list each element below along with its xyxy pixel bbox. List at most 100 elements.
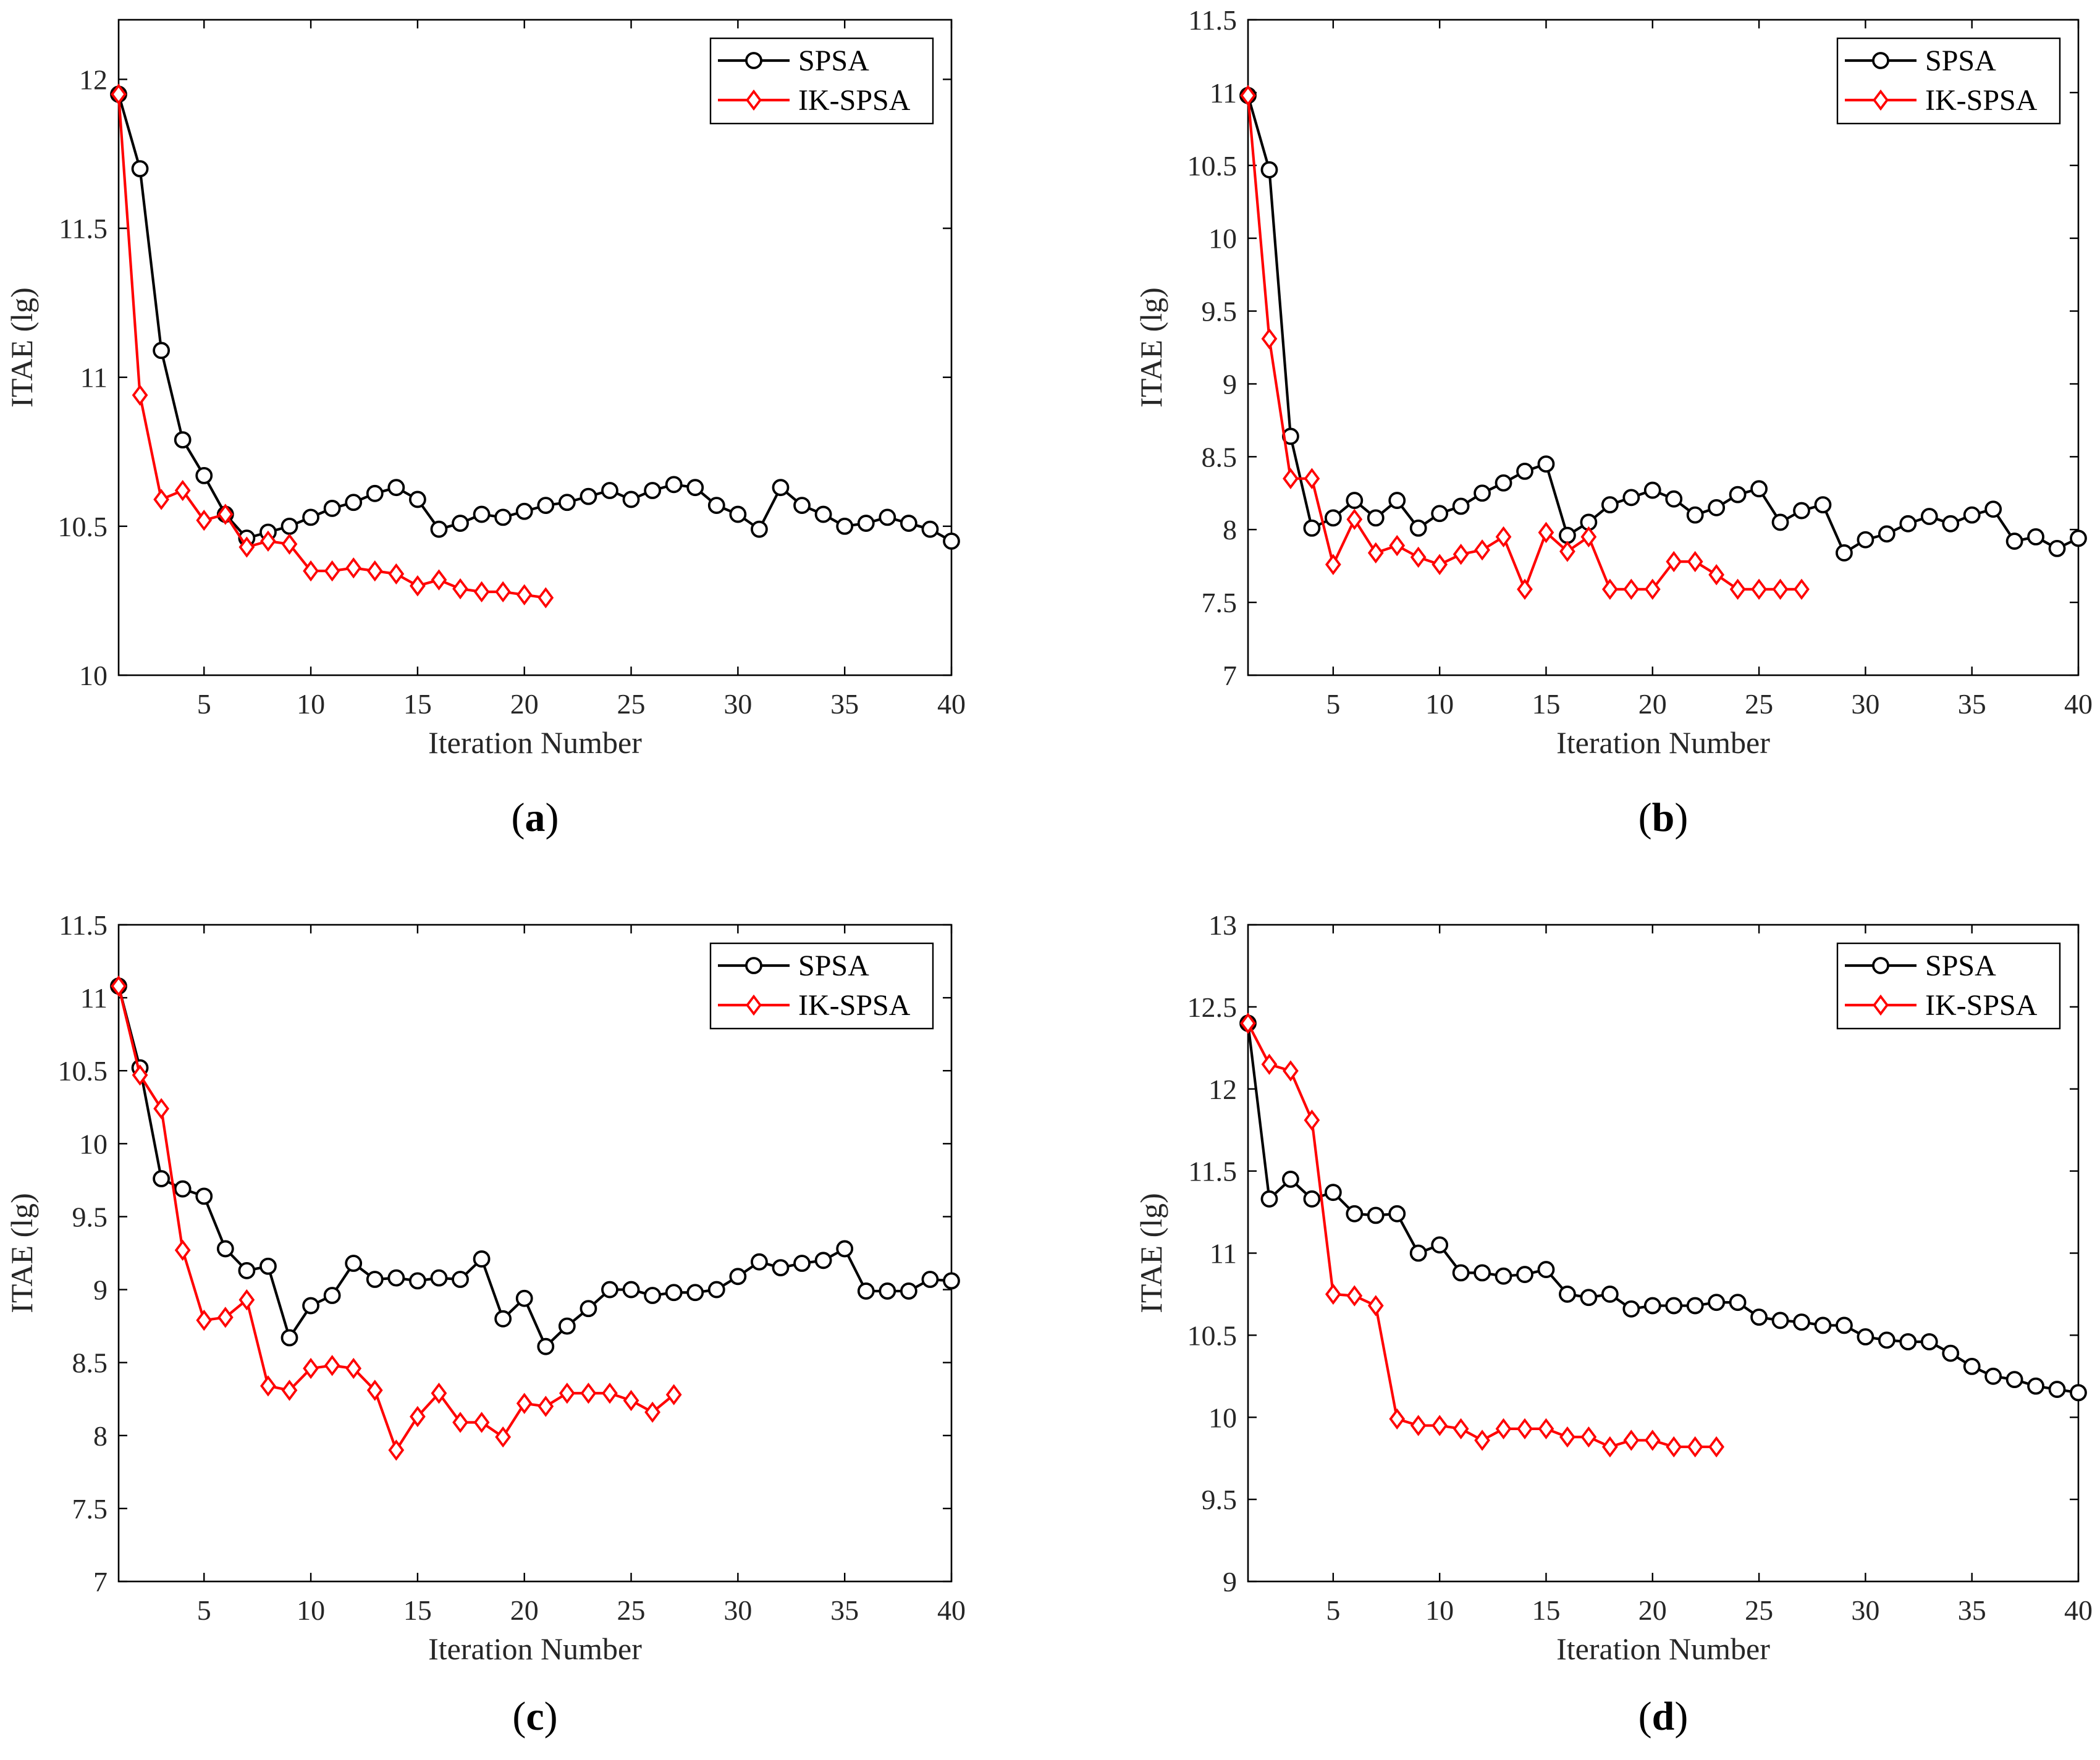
data-point-ik-spsa [431, 1383, 447, 1404]
data-point-spsa [729, 1268, 747, 1286]
data-point-ik-spsa [388, 1439, 405, 1461]
x-tick-label: 15 [403, 1594, 432, 1626]
y-tick-label: 11 [1210, 1238, 1237, 1269]
data-point-spsa [494, 508, 512, 526]
data-point-spsa [879, 508, 896, 526]
data-point-spsa [1346, 492, 1364, 509]
data-point-ik-spsa [1687, 550, 1703, 573]
legend-swatch-marker [746, 89, 762, 111]
data-point-spsa [1452, 1264, 1470, 1282]
data-point-spsa [707, 1281, 725, 1299]
legend: SPSA IK-SPSA [709, 942, 934, 1030]
data-point-spsa [366, 1271, 384, 1288]
data-point-spsa [943, 1272, 960, 1290]
data-point-spsa [1367, 509, 1385, 527]
data-point-spsa [2070, 1384, 2087, 1402]
data-point-spsa [1409, 1244, 1427, 1262]
data-point-ik-spsa [538, 587, 554, 608]
data-point-spsa [729, 505, 747, 523]
data-point-ik-spsa [1389, 1408, 1406, 1430]
data-point-spsa [302, 508, 319, 526]
data-point-ik-spsa [1538, 1418, 1554, 1440]
data-point-spsa [1984, 500, 2002, 518]
data-point-ik-spsa [495, 581, 512, 603]
data-point-spsa [1474, 1264, 1491, 1282]
data-point-spsa [1388, 1205, 1406, 1223]
data-point-ik-spsa [196, 1309, 213, 1331]
data-point-ik-spsa [1432, 1415, 1448, 1436]
data-point-spsa [1665, 490, 1683, 508]
y-tick-label: 7.5 [72, 1493, 108, 1525]
panel-b: 5 10 15 20 25 30 35 40 7 7.5 8 8.5 9 9.5 10 10.5 11 11.5 I… [1134, 4, 2093, 840]
data-point-spsa [131, 160, 149, 178]
y-axis-label: ITAE (lg) [1134, 287, 1168, 408]
data-point-spsa [430, 1269, 448, 1287]
legend-box [1836, 37, 2061, 125]
data-point-ik-spsa [1495, 1418, 1512, 1440]
data-point-spsa [494, 1310, 512, 1328]
data-point-spsa [921, 520, 939, 538]
x-tick-label: 35 [830, 688, 859, 720]
y-tick-label: 9.5 [72, 1201, 108, 1232]
data-point-ik-spsa [260, 530, 276, 552]
data-point-ik-spsa [1410, 546, 1427, 568]
series-ik-spsa [1240, 1013, 1725, 1458]
data-point-spsa [1431, 505, 1449, 523]
data-point-ik-spsa [1580, 526, 1597, 548]
data-point-spsa [1303, 519, 1321, 537]
data-point-ik-spsa [1261, 1053, 1278, 1076]
x-tick-label: 15 [403, 688, 432, 720]
data-point-ik-spsa [1601, 1436, 1618, 1458]
data-point-ik-spsa [303, 560, 319, 582]
data-point-ik-spsa [1474, 1429, 1490, 1451]
data-point-ik-spsa [1432, 554, 1448, 575]
data-point-ik-spsa [1410, 1415, 1427, 1436]
data-point-spsa [1537, 1261, 1555, 1278]
y-tick-label: 11.5 [59, 909, 108, 941]
data-point-spsa [452, 515, 469, 532]
data-point-spsa [772, 479, 790, 497]
y-tick-label: 10.5 [58, 1055, 108, 1087]
legend-entry-ik-spsa: IK-SPSA [1925, 84, 2038, 117]
panel-a: 5 10 15 20 25 30 35 40 10 10.5 11 11.5 12 Iteration N… [4, 19, 966, 840]
data-point-ik-spsa [174, 479, 191, 502]
data-point-ik-spsa [1644, 578, 1661, 600]
x-tick-label: 20 [1638, 688, 1667, 720]
legend-swatch-marker [1872, 957, 1889, 974]
data-point-ik-spsa [153, 1098, 170, 1119]
series-ik-spsa [111, 83, 554, 608]
data-point-ik-spsa [132, 384, 148, 406]
caption-close-paren: ) [544, 1694, 558, 1739]
data-point-ik-spsa [1283, 1060, 1299, 1082]
data-point-spsa [772, 1259, 790, 1277]
data-point-spsa [1963, 506, 1981, 524]
data-point-ik-spsa [345, 1357, 362, 1379]
x-tick-label: 25 [1745, 688, 1773, 720]
data-point-spsa [814, 505, 832, 523]
caption-close-paren: ) [1674, 795, 1688, 840]
data-point-spsa [238, 1261, 256, 1279]
data-point-ik-spsa [431, 569, 447, 591]
data-point-spsa [1495, 1267, 1512, 1285]
data-point-spsa [836, 1240, 854, 1258]
data-point-ik-spsa [111, 83, 127, 105]
data-point-ik-spsa [1601, 578, 1618, 600]
x-tick-label: 35 [830, 1594, 859, 1626]
data-point-spsa [1878, 1331, 1895, 1349]
data-point-spsa [345, 494, 363, 512]
data-point-ik-spsa [1389, 534, 1406, 557]
data-point-spsa [1346, 1205, 1364, 1223]
caption-close-paren: ) [1674, 1694, 1688, 1739]
data-point-ik-spsa [324, 1355, 340, 1376]
x-tick-label: 30 [1851, 688, 1879, 720]
data-point-ik-spsa [1495, 526, 1512, 548]
data-point-ik-spsa [644, 1401, 660, 1423]
series-line-spsa [117, 93, 953, 542]
x-tick-label: 5 [1326, 688, 1340, 720]
data-point-spsa [1516, 1266, 1533, 1283]
y-tick-label: 8.5 [72, 1347, 108, 1379]
data-point-ik-spsa [1666, 1436, 1682, 1458]
data-point-spsa [1857, 531, 1874, 549]
data-point-ik-spsa [1367, 542, 1384, 564]
data-point-spsa [302, 1297, 319, 1315]
